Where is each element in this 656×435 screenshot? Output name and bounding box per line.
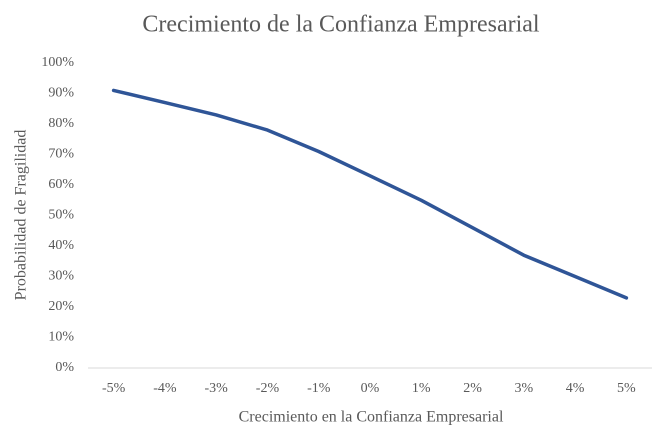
x-tick-label: -4%	[153, 381, 177, 396]
x-tick-label: 5%	[617, 381, 636, 396]
y-axis-title: Probabilidad de Fragilidad	[13, 130, 30, 301]
chart-title: Crecimiento de la Confianza Empresarial	[142, 12, 540, 38]
y-tick-label: 40%	[48, 238, 74, 253]
y-tick-label: 70%	[48, 147, 74, 162]
y-tick-label: 60%	[48, 177, 74, 192]
x-tick-label: 2%	[463, 381, 482, 396]
y-tick-label: 30%	[48, 269, 74, 284]
y-tick-label: 0%	[55, 360, 74, 375]
y-tick-label: 50%	[48, 208, 74, 223]
x-tick-label: -2%	[256, 381, 280, 396]
x-tick-label: -3%	[205, 381, 229, 396]
x-tick-label: 0%	[361, 381, 380, 396]
y-tick-label: 10%	[48, 330, 74, 345]
x-axis-title: Crecimiento en la Confianza Empresarial	[239, 409, 504, 426]
x-tick-label: 3%	[514, 381, 533, 396]
x-tick-label: 4%	[566, 381, 585, 396]
y-tick-label: 100%	[41, 55, 74, 70]
y-tick-label: 20%	[48, 299, 74, 314]
x-tick-label: -5%	[102, 381, 126, 396]
line-series	[111, 88, 629, 300]
y-tick-label: 90%	[48, 86, 74, 101]
x-tick-label: 1%	[412, 381, 431, 396]
y-tick-label: 80%	[48, 116, 74, 131]
x-tick-label: -1%	[307, 381, 331, 396]
